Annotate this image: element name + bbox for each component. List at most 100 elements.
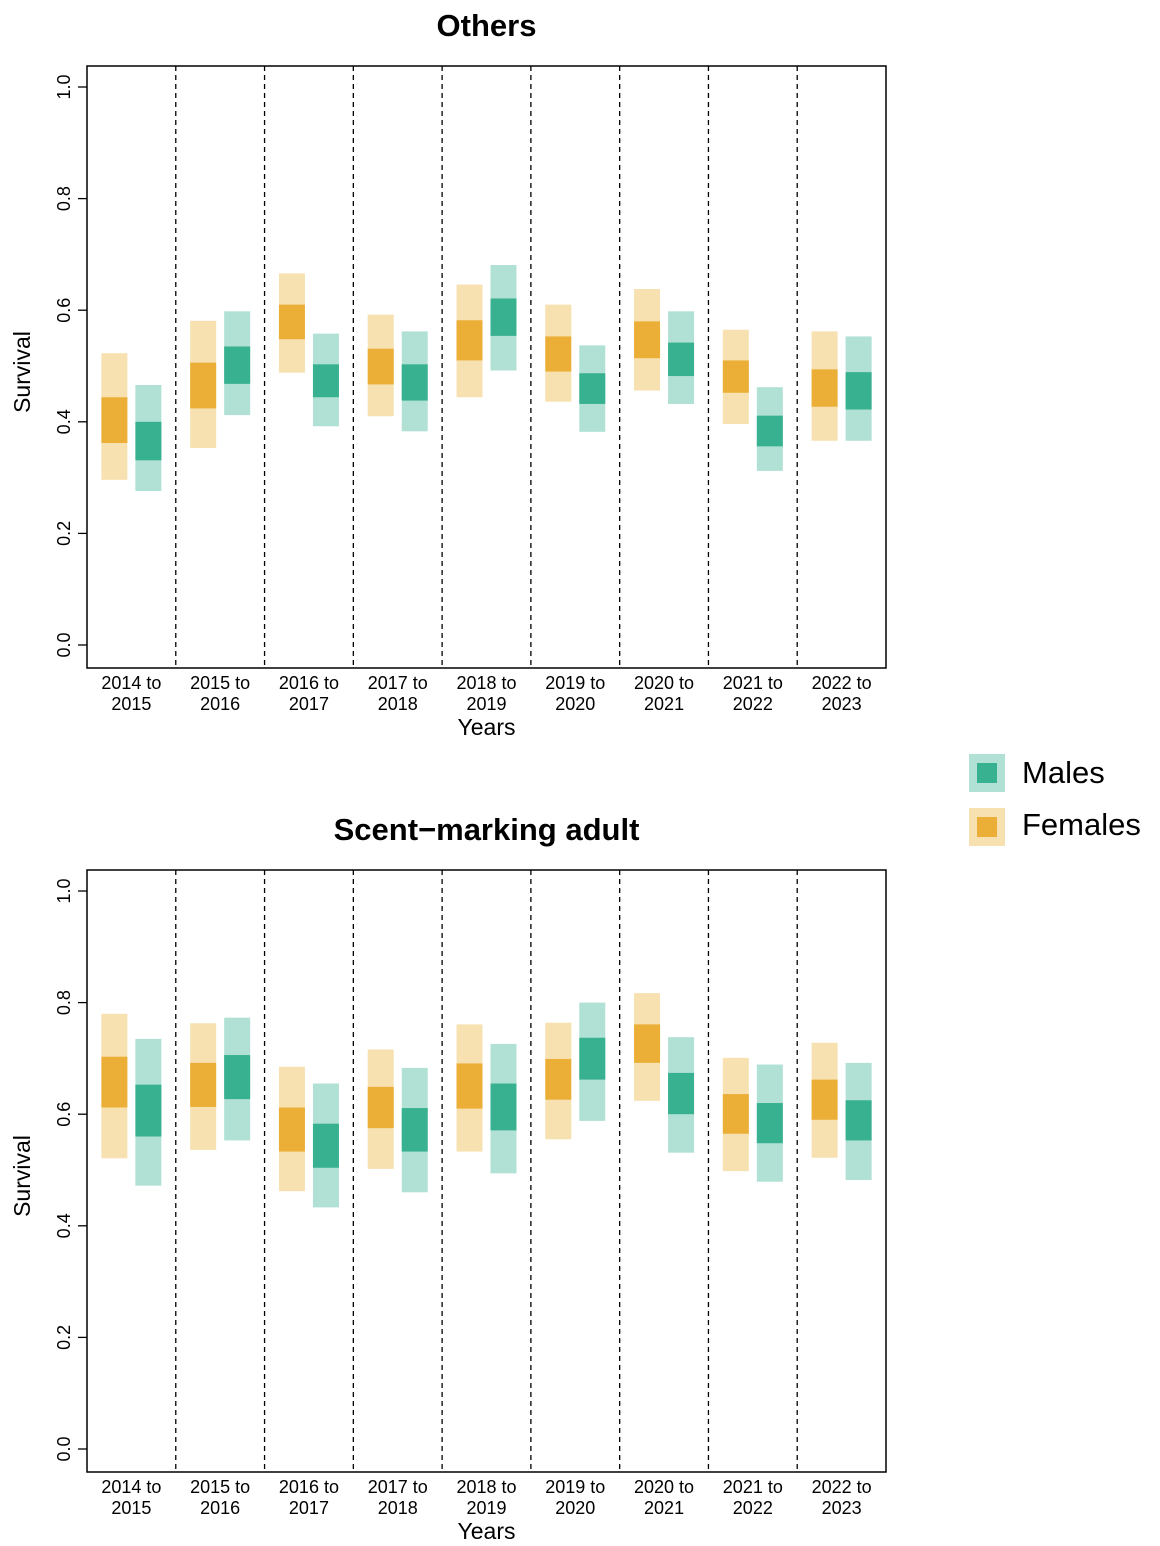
x-tick-label-line2: 2023 xyxy=(822,694,862,714)
males-inner-interval-bar xyxy=(490,1083,517,1131)
x-tick-label-line2: 2015 xyxy=(111,1498,151,1518)
x-axis-title: Years xyxy=(458,1518,516,1544)
males-inner-interval-bar xyxy=(756,415,783,447)
y-axis-title: Survival xyxy=(9,331,35,413)
females-inner-interval-bar xyxy=(367,1086,394,1129)
females-inner-interval-bar xyxy=(278,304,305,340)
x-tick-label-line2: 2019 xyxy=(466,1498,506,1518)
plot-frame xyxy=(86,869,887,1473)
x-tick-label-line2: 2015 xyxy=(111,694,151,714)
x-tick-label-line2: 2016 xyxy=(200,694,240,714)
females-legend-label: Females xyxy=(1022,807,1141,842)
males-legend-label: Males xyxy=(1022,755,1105,790)
x-tick-label-line2: 2021 xyxy=(644,694,684,714)
males-inner-interval-bar xyxy=(668,342,695,377)
males-inner-interval-bar xyxy=(224,1055,251,1100)
females-inner-interval-bar xyxy=(190,1062,217,1107)
y-tick-label: 0.2 xyxy=(54,1325,74,1350)
x-tick-label-line1: 2022 to xyxy=(812,1477,872,1497)
panel-scent-marking-adult: Scent−marking adult 0.0 0.2 0.4 0.6 0.8 1.0 201… xyxy=(9,812,887,1544)
x-tick-label-line1: 2016 to xyxy=(279,673,339,693)
y-tick-label: 0.6 xyxy=(54,1102,74,1127)
males-inner-interval-bar xyxy=(845,1100,872,1141)
females-inner-interval-bar xyxy=(634,1024,661,1063)
x-tick-label-line1: 2019 to xyxy=(545,1477,605,1497)
x-tick-label-line1: 2015 to xyxy=(190,1477,250,1497)
x-tick-label-line2: 2018 xyxy=(378,694,418,714)
x-tick-label-line2: 2017 xyxy=(289,1498,329,1518)
males-legend-swatch-inner xyxy=(977,763,997,783)
y-tick-label: 0.4 xyxy=(54,409,74,434)
males-inner-interval-bar xyxy=(668,1072,695,1115)
x-tick-label-line2: 2022 xyxy=(733,1498,773,1518)
x-tick-label-line1: 2014 to xyxy=(101,673,161,693)
x-tick-label-line1: 2021 to xyxy=(723,673,783,693)
x-tick-label-line1: 2021 to xyxy=(723,1477,783,1497)
males-inner-interval-bar xyxy=(845,372,872,410)
males-inner-interval-bar xyxy=(401,1108,428,1152)
males-inner-interval-bar xyxy=(135,421,162,461)
males-inner-interval-bar xyxy=(312,1123,339,1168)
males-inner-interval-bar xyxy=(401,364,428,401)
males-inner-interval-bar xyxy=(579,373,606,404)
y-tick-label: 0.0 xyxy=(54,1436,74,1461)
females-inner-interval-bar xyxy=(190,362,217,409)
x-tick-label-line2: 2022 xyxy=(733,694,773,714)
x-tick-label-line2: 2017 xyxy=(289,694,329,714)
females-inner-interval-bar xyxy=(101,397,128,444)
x-tick-label-line1: 2014 to xyxy=(101,1477,161,1497)
females-inner-interval-bar xyxy=(545,336,572,372)
females-inner-interval-bar xyxy=(811,1079,838,1120)
y-tick-label: 1.0 xyxy=(54,74,74,99)
x-tick-label-line2: 2018 xyxy=(378,1498,418,1518)
females-inner-interval-bar xyxy=(545,1058,572,1100)
females-inner-interval-bar xyxy=(722,1094,749,1134)
females-inner-interval-bar xyxy=(456,320,483,361)
x-tick-label-line1: 2017 to xyxy=(368,673,428,693)
x-tick-label-line1: 2022 to xyxy=(812,673,872,693)
x-tick-label-line2: 2023 xyxy=(822,1498,862,1518)
y-tick-label: 0.6 xyxy=(54,298,74,323)
females-inner-interval-bar xyxy=(456,1063,483,1109)
females-inner-interval-bar xyxy=(101,1056,128,1108)
panel-title: Others xyxy=(437,8,537,43)
plot-frame xyxy=(86,65,887,669)
panel-title: Scent−marking adult xyxy=(334,812,640,847)
females-inner-interval-bar xyxy=(367,348,394,385)
males-inner-interval-bar xyxy=(135,1084,162,1137)
males-inner-interval-bar xyxy=(490,298,517,336)
x-tick-label-line1: 2020 to xyxy=(634,673,694,693)
x-tick-label-line2: 2019 xyxy=(466,694,506,714)
y-tick-label: 1.0 xyxy=(54,878,74,903)
females-inner-interval-bar xyxy=(811,369,838,407)
females-inner-interval-bar xyxy=(722,360,749,393)
x-tick-label-line2: 2020 xyxy=(555,694,595,714)
x-tick-label-line2: 2016 xyxy=(200,1498,240,1518)
y-tick-label: 0.8 xyxy=(54,186,74,211)
x-tick-label-line1: 2017 to xyxy=(368,1477,428,1497)
x-tick-label-line2: 2021 xyxy=(644,1498,684,1518)
y-tick-label: 0.4 xyxy=(54,1213,74,1238)
x-tick-label-line1: 2018 to xyxy=(456,1477,516,1497)
females-legend-swatch-inner xyxy=(977,817,997,837)
males-inner-interval-bar xyxy=(224,346,251,384)
y-tick-label: 0.8 xyxy=(54,990,74,1015)
males-inner-interval-bar xyxy=(312,364,339,398)
x-tick-label-line1: 2019 to xyxy=(545,673,605,693)
y-tick-label: 0.2 xyxy=(54,521,74,546)
females-inner-interval-bar xyxy=(278,1107,305,1152)
x-tick-label-line1: 2016 to xyxy=(279,1477,339,1497)
x-tick-label-line1: 2018 to xyxy=(456,673,516,693)
y-tick-label: 0.0 xyxy=(54,632,74,657)
females-inner-interval-bar xyxy=(634,321,661,359)
x-axis-title: Years xyxy=(458,714,516,740)
x-tick-label-line2: 2020 xyxy=(555,1498,595,1518)
males-inner-interval-bar xyxy=(756,1103,783,1144)
x-tick-label-line1: 2015 to xyxy=(190,673,250,693)
males-inner-interval-bar xyxy=(579,1037,606,1080)
x-tick-label-line1: 2020 to xyxy=(634,1477,694,1497)
legend: Males Females xyxy=(969,754,1141,846)
y-axis-title: Survival xyxy=(9,1135,35,1217)
